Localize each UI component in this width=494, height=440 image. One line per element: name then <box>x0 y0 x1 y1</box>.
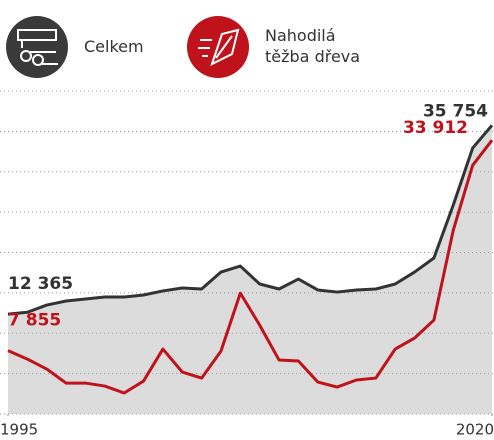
icon-salvage <box>187 16 249 78</box>
value-label: 33 912 <box>403 118 468 138</box>
legend-label: Nahodilá těžba dřeva <box>265 26 361 66</box>
area-fill <box>8 125 492 415</box>
value-label: 35 754 <box>423 101 488 121</box>
line <box>7 124 494 316</box>
line <box>7 139 494 395</box>
value-label: 12 365 <box>8 274 73 294</box>
legend-label: Celkem <box>84 37 144 56</box>
x-tick-label: 2020 <box>456 421 494 439</box>
value-label: 7 855 <box>8 311 61 331</box>
x-tick-label: 1995 <box>0 421 38 439</box>
icon-total <box>6 16 68 78</box>
